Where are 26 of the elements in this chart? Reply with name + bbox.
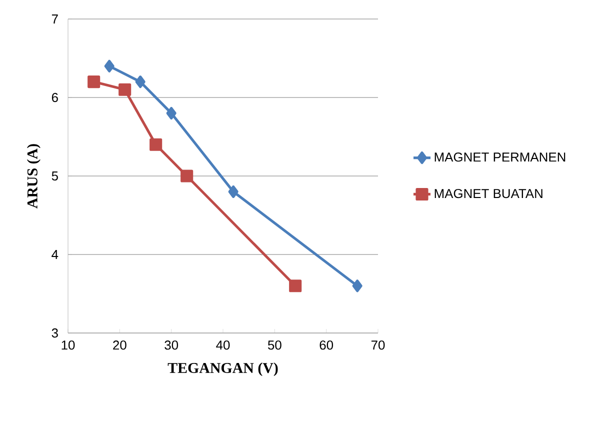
legend-label: MAGNET BUATAN	[434, 188, 542, 198]
point	[289, 280, 302, 292]
x-axis-title: TEGANGAN (V)	[168, 362, 278, 376]
x-tick-label: 60	[320, 340, 334, 350]
x-tick-label: 70	[371, 340, 385, 350]
x-tick-label: 30	[164, 340, 178, 350]
y-tick-label: 7	[52, 14, 58, 24]
point	[104, 60, 114, 72]
point	[166, 106, 176, 120]
y-tick-label: 5	[52, 171, 58, 181]
y-tick-label: 6	[52, 92, 58, 102]
point	[180, 170, 194, 182]
x-tick-label: 40	[216, 340, 230, 350]
point	[150, 138, 162, 151]
x-tick-label: 50	[268, 340, 282, 350]
point	[135, 76, 146, 88]
legend-label: MAGNET PERMANEN	[434, 152, 566, 162]
point	[88, 76, 100, 88]
point	[352, 280, 362, 292]
point	[118, 83, 132, 96]
y-tick-label: 4	[52, 250, 58, 259]
x-tick-label: 10	[62, 340, 75, 350]
x-tick-label: 20	[113, 340, 126, 350]
y-axis-title: ARUS (A)	[26, 144, 40, 208]
point	[228, 185, 238, 198]
y-tick-label: 3	[52, 328, 58, 338]
